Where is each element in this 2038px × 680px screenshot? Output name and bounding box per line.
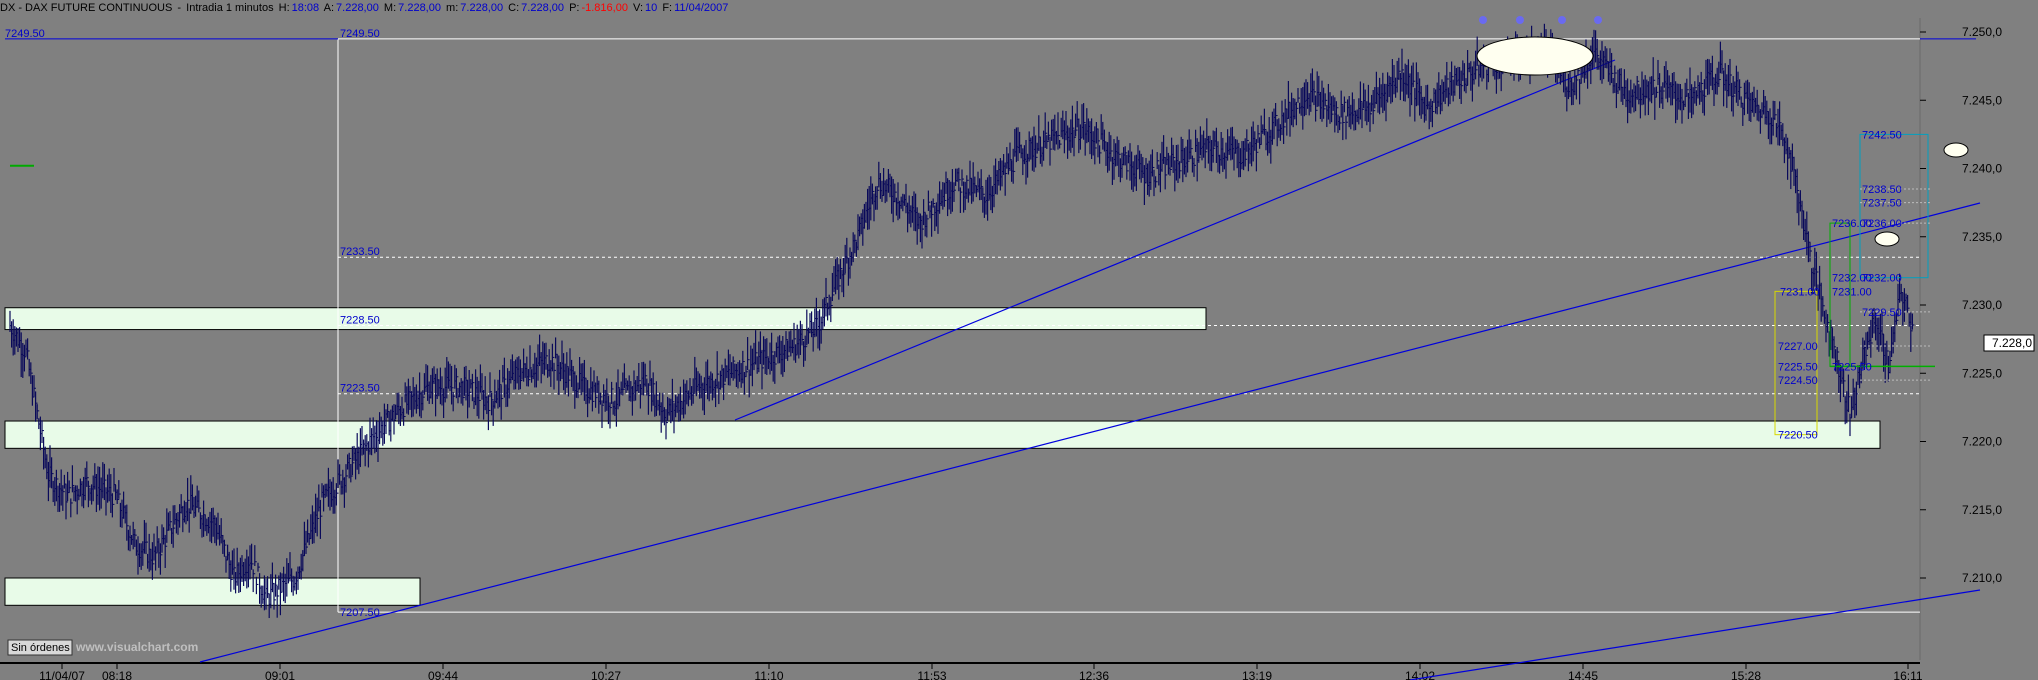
header-a-value: 7.228,00 <box>336 2 379 14</box>
y-axis: 7.250,0 7.245,0 7.240,0 7.235,0 7.230,0 7.225… <box>1920 25 2002 585</box>
instrument-header: DX - DAX FUTURE CONTINUOUS - Intradia 1 … <box>0 2 729 14</box>
support-zones <box>4 307 1881 606</box>
projection-label: 7227.00 <box>1778 341 1818 353</box>
header-f-value: 11/04/2007 <box>674 2 729 14</box>
header-f-label: F: <box>662 2 673 14</box>
x-tick-label: 11:53 <box>917 669 946 680</box>
trendline-lower <box>1409 589 1981 680</box>
y-tick-label: 7.210,0 <box>1962 571 2002 585</box>
projection-label: 7236.00 <box>1862 218 1902 230</box>
projection-label: 7242.50 <box>1862 129 1902 141</box>
header-mi-label: m: <box>446 2 459 14</box>
header-symbol: DX - DAX FUTURE CONTINUOUS <box>0 2 173 14</box>
header-p-value: -1.816,00 <box>581 2 628 14</box>
level-label: 7223.50 <box>340 383 380 395</box>
projection-label: 7231.00 <box>1780 286 1820 298</box>
y-tick-label: 7.250,0 <box>1962 25 2002 39</box>
level-label: 7228.50 <box>340 314 380 326</box>
projection-label: 7232.00 <box>1832 273 1872 285</box>
level-label: 7249.50 <box>340 28 380 40</box>
header-m-label: M: <box>383 2 397 14</box>
level-label: 7207.50 <box>340 607 380 619</box>
x-tick-label: 14:02 <box>1405 669 1435 680</box>
level-label: 7249.50 <box>5 28 45 40</box>
projection-box-cyan <box>1859 133 1929 279</box>
header-p-label: P: <box>569 2 580 14</box>
blue-dot-marker <box>1479 16 1487 24</box>
y-tick-label: 7.220,0 <box>1962 435 2002 449</box>
header-c-label: C: <box>508 2 520 14</box>
last-price-box <box>1983 334 2035 352</box>
y-tick-label: 7.225,0 <box>1962 366 2002 380</box>
header-v-value: 10 <box>645 2 658 14</box>
annotations <box>1476 16 1969 247</box>
y-tick-label: 7.235,0 <box>1962 230 2002 244</box>
header-mi-value: 7.228,00 <box>460 2 504 14</box>
ellipse-marker <box>1874 231 1900 247</box>
support-zone <box>4 577 421 606</box>
projection-label: 7237.50 <box>1862 198 1902 210</box>
trend-lines <box>199 59 1981 680</box>
x-axis: 11/04/07 08:18 09:01 09:44 10:27 11:10 11:53 12… <box>39 663 1923 680</box>
projection-label: 7224.50 <box>1778 375 1818 387</box>
blue-dot-marker <box>1594 16 1602 24</box>
header-v-label: V: <box>633 2 644 14</box>
header-h-label: H: <box>278 2 290 14</box>
projection-label: 7225.50 <box>1778 361 1818 373</box>
projection-boxes <box>1774 133 1935 436</box>
header-c-value: 7.228,00 <box>521 2 564 14</box>
ellipse-marker <box>1943 142 1969 158</box>
trendline-main <box>199 202 1981 663</box>
projection-label: 7236.00 <box>1832 218 1872 230</box>
x-tick-label: 11:10 <box>754 669 783 680</box>
header-a-label: A: <box>323 2 335 14</box>
watermark: www.visualchart.com <box>75 640 198 654</box>
x-tick-label: 15:28 <box>1731 669 1761 680</box>
header-interval: Intradia 1 minutos <box>186 2 274 14</box>
projection-box-yellow <box>1774 290 1818 436</box>
y-tick-label: 7.215,0 <box>1962 503 2002 517</box>
projection-label: 7220.50 <box>1778 430 1818 442</box>
last-price-label: 7.228,0 <box>1992 336 2032 350</box>
y-tick-label: 7.230,0 <box>1962 298 2002 312</box>
level-labels: 7249.50 7249.50 7233.50 7228.50 7223.50 7207.… <box>5 28 380 619</box>
trendline-upper <box>734 59 1616 421</box>
top-ellipse <box>1476 36 1594 76</box>
projection-label: 7232.00 <box>1862 273 1902 285</box>
y-tick-label: 7.245,0 <box>1962 93 2002 107</box>
x-tick-label: 13:19 <box>1242 669 1272 680</box>
x-tick-label: 12:36 <box>1079 669 1109 680</box>
blue-dot-marker <box>1558 16 1566 24</box>
support-zone <box>4 420 1881 449</box>
level-label: 7233.50 <box>340 246 380 258</box>
orders-button[interactable] <box>7 639 73 656</box>
orders-button-label: Sin órdenes <box>11 642 70 654</box>
x-tick-label: 09:44 <box>428 669 458 680</box>
x-tick-label: 09:01 <box>265 669 295 680</box>
x-tick-label: 16:11 <box>1893 669 1922 680</box>
x-tick-label: 08:18 <box>102 669 132 680</box>
projection-label: 7231.00 <box>1832 286 1872 298</box>
header-h-value: 18:08 <box>291 2 320 14</box>
x-tick-label: 10:27 <box>591 669 621 680</box>
y-tick-label: 7.240,0 <box>1962 162 2002 176</box>
x-tick-label: 11/04/07 <box>39 669 85 680</box>
blue-dot-marker <box>1516 16 1524 24</box>
support-zone <box>4 307 1207 331</box>
projection-label: 7238.50 <box>1862 184 1902 196</box>
x-tick-label: 14:45 <box>1568 669 1598 680</box>
header-m-value: 7.228,00 <box>398 2 441 14</box>
projection-label: 7229.50 <box>1862 307 1902 319</box>
level-lines <box>5 38 1976 613</box>
projection-label: 7225.50 <box>1832 361 1872 373</box>
